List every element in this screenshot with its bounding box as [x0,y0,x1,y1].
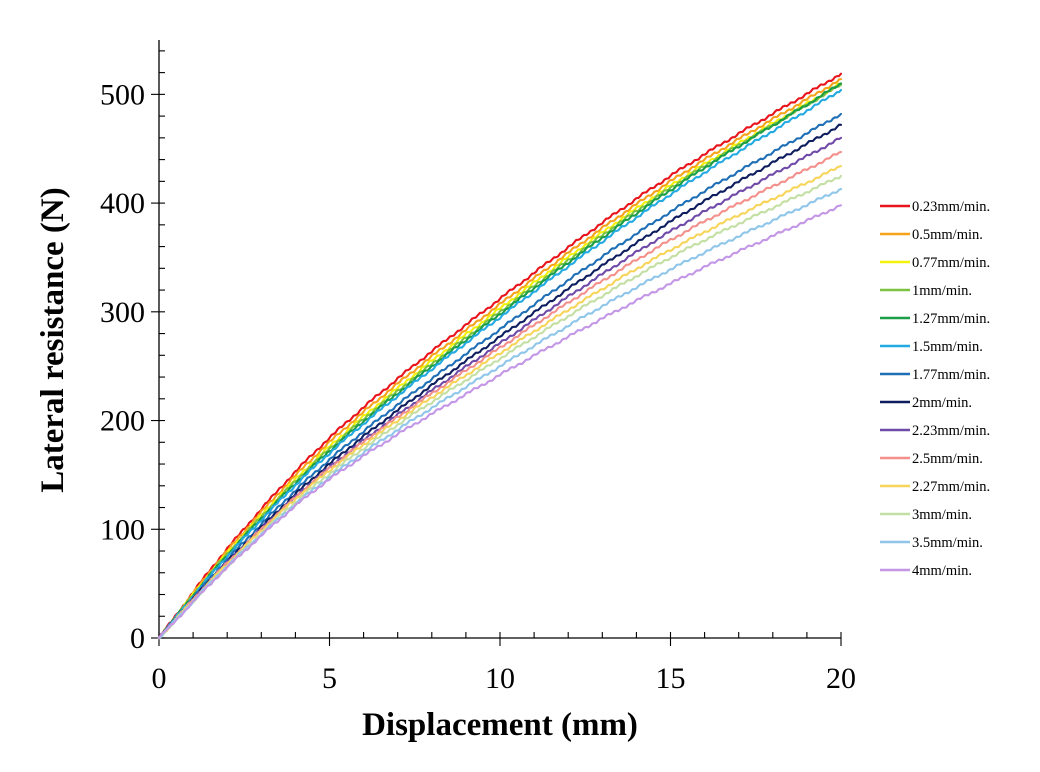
legend-label: 4mm/min. [912,563,972,579]
series-line [157,150,843,640]
series-line [157,123,843,640]
plot-area: 0 5 10 15 20 0 100 200 300 400 500 [100,40,856,695]
series-line [157,136,843,640]
series-line [157,78,843,640]
x-tick-label: 20 [826,662,856,695]
x-axis-title: Displacement (mm) [362,707,638,743]
y-tick-label: 0 [130,622,145,655]
y-tick-label: 200 [100,405,145,438]
legend-label: 0.5mm/min. [912,227,983,243]
x-tick-label: 15 [656,662,686,695]
x-tick-label: 10 [485,662,515,695]
legend-label: 2mm/min. [912,395,972,411]
series-line [157,174,843,640]
series-line [157,165,843,640]
series-line [157,82,843,640]
series-line [157,82,843,640]
y-axis-title: Lateral resistance (N) [35,187,71,492]
y-tick-label: 500 [100,78,145,111]
series-line [157,88,843,640]
legend-label: 2.27mm/min. [912,479,990,495]
legend-label: 0.77mm/min. [912,255,990,271]
x-tick-label: 0 [152,662,167,695]
legend-label: 2.5mm/min. [912,451,983,467]
legend-label: 1mm/min. [912,283,972,299]
series-line [157,187,843,640]
y-tick-label: 100 [100,513,145,546]
y-tick-label: 400 [100,187,145,220]
series-lines [157,72,843,640]
legend-label: 3.5mm/min. [912,535,983,551]
series-line [157,204,843,640]
series-line [157,112,843,640]
legend-label: 3mm/min. [912,507,972,523]
x-axis-ticks: 0 5 10 15 20 [152,632,856,695]
x-tick-label: 5 [322,662,337,695]
series-line [157,72,843,640]
legend-label: 2.23mm/min. [912,423,990,439]
series-line [157,83,843,640]
legend-label: 1.5mm/min. [912,339,983,355]
y-axis-ticks: 0 100 200 300 400 500 [100,50,165,655]
legend: 0.23mm/min. 0.5mm/min. 0.77mm/min. 1mm/min.… [880,199,990,579]
legend-label: 1.27mm/min. [912,311,990,327]
legend-label: 0.23mm/min. [912,199,990,215]
legend-label: 1.77mm/min. [912,367,990,383]
y-tick-label: 300 [100,296,145,329]
